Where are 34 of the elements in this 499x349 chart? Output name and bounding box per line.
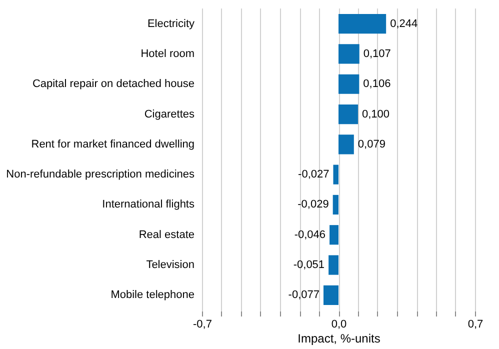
x-axis-title: Impact, %-units: [298, 332, 380, 346]
x-tick-label: 0,0: [331, 318, 347, 330]
x-tick-label: -0,7: [193, 318, 212, 330]
bar: [338, 74, 360, 94]
bar: [338, 14, 386, 34]
data-label: -0,046: [294, 228, 326, 241]
data-label: 0,244: [390, 18, 418, 30]
y-tick-label: Rent for market financed dwelling: [31, 138, 194, 150]
data-label: 0,106: [363, 78, 391, 90]
bar: [332, 194, 338, 215]
x-tick-label: 0,7: [468, 318, 484, 330]
bar: [338, 44, 360, 64]
data-label: -0,027: [298, 168, 330, 181]
y-tick-label: Hotel room: [140, 48, 194, 60]
bar: [323, 285, 338, 305]
bar: [328, 255, 338, 275]
y-tick-label: Real estate: [138, 228, 194, 241]
bar: [338, 104, 358, 124]
y-tick-label: Electricity: [147, 18, 195, 30]
data-label: -0,029: [298, 198, 329, 211]
bar: [338, 134, 354, 154]
bar: [330, 225, 338, 245]
y-tick-label: International flights: [102, 198, 195, 211]
data-label: -0,051: [293, 259, 325, 272]
y-tick-label: Mobile telephone: [110, 289, 194, 302]
data-label: -0,077: [288, 289, 320, 302]
data-label: 0,107: [363, 48, 391, 60]
data-label: 0,100: [362, 108, 390, 120]
y-tick-label: Cigarettes: [144, 108, 195, 120]
y-tick-label: Television: [146, 259, 194, 272]
y-tick-label: Capital repair on detached house: [32, 78, 194, 90]
y-tick-label: Non-refundable prescription medicines: [6, 168, 195, 181]
data-label: 0,079: [358, 138, 386, 150]
bar: [333, 164, 338, 184]
